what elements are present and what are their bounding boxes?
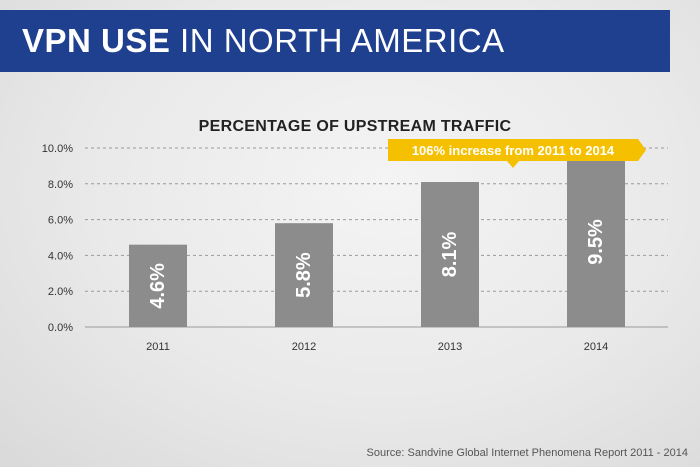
increase-callout: 106% increase from 2011 to 2014 [388,139,646,168]
bar-data-label: 8.1% [439,231,461,277]
x-axis-ticks: 2011 2012 2013 2014 [146,341,608,353]
x-tick-label: 2014 [584,341,608,353]
y-tick-label: 8.0% [48,179,73,191]
y-tick-label: 6.0% [48,215,73,227]
bar-data-label: 5.8% [293,252,315,298]
y-tick-label: 0.0% [48,322,73,334]
page-title-light: IN NORTH AMERICA [180,22,505,59]
x-tick-label: 2011 [146,341,170,353]
x-tick-label: 2012 [292,341,316,353]
page-title-bold: VPN USE [22,22,171,59]
title-banner: VPN USE IN NORTH AMERICA [0,10,670,72]
callout-text: 106% increase from 2011 to 2014 [412,143,615,158]
bar-data-label: 9.5% [585,219,607,265]
y-tick-label: 2.0% [48,286,73,298]
y-tick-label: 4.0% [48,250,73,262]
chart-title: PERCENTAGE OF UPSTREAM TRAFFIC [199,118,512,135]
bar [567,156,625,327]
page-title: VPN USE IN NORTH AMERICA [22,22,505,60]
x-tick-label: 2013 [438,341,462,353]
bar-data-label: 4.6% [147,263,169,309]
bar [275,223,333,327]
callout-background [388,139,646,168]
bars: 4.6% 5.8% 8.1% 9.5% [129,156,625,327]
bar [129,244,187,327]
y-tick-label: 10.0% [42,143,73,155]
y-axis-ticks: 0.0% 2.0% 4.0% 6.0% 8.0% 10.0% [42,143,73,334]
bar [421,182,479,327]
source-note: Source: Sandvine Global Internet Phenome… [366,447,688,459]
